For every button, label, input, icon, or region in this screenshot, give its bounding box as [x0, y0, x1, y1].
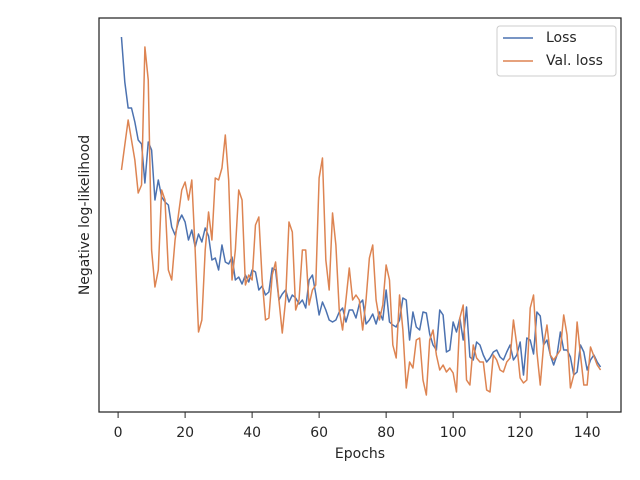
x-tick-label: 100	[440, 425, 467, 441]
series-line	[120, 36, 602, 376]
y-axis-label: Negative log-likelihood	[77, 135, 93, 295]
x-tick-label: 80	[377, 425, 395, 441]
x-tick-label: 40	[243, 425, 261, 441]
legend-label: Val. loss	[546, 53, 603, 69]
x-tick-label: 140	[574, 425, 601, 441]
plot-frame	[98, 17, 622, 413]
x-axis-label: Epochs	[335, 446, 385, 462]
x-tick-label: 60	[310, 425, 328, 441]
legend-label: Loss	[546, 30, 577, 46]
x-tick-label: 20	[176, 425, 194, 441]
x-tick-label: 0	[114, 425, 123, 441]
x-tick-label: 120	[507, 425, 534, 441]
series-line	[120, 46, 602, 396]
